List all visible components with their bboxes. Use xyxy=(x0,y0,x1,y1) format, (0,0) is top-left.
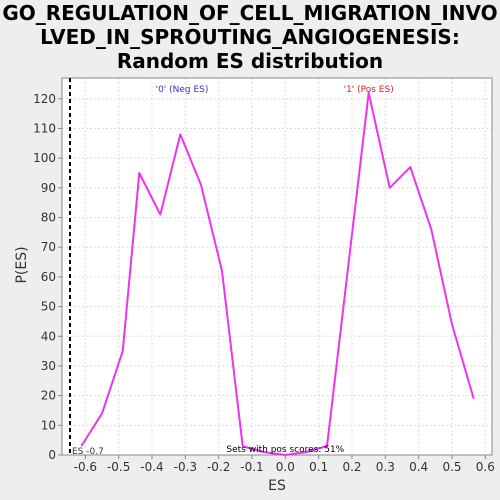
x-tick-label: 0.2 xyxy=(342,460,361,474)
x-tick-label: 0.1 xyxy=(309,460,328,474)
annotations: ES -0.7 '0' (Neg ES) '1' (Pos ES) Sets with… xyxy=(69,78,394,457)
series-layer xyxy=(80,91,475,456)
y-tick-label: 120 xyxy=(33,92,56,106)
y-tick-label: 70 xyxy=(41,240,56,254)
x-tick-label: -0.5 xyxy=(107,460,130,474)
y-tick-label: 110 xyxy=(33,121,56,135)
y-tick-label: 40 xyxy=(41,329,56,343)
y-tick-label: 100 xyxy=(33,151,56,165)
axes: 0 10 20 30 40 50 60 70 80 90 100 110 120 -0.6 -0.5 -0.4… xyxy=(33,77,495,474)
y-tick-label: 50 xyxy=(41,300,56,314)
x-tick-label: 0.3 xyxy=(376,460,395,474)
chart-title-line-3: Random ES distribution xyxy=(117,49,383,73)
x-tick-label: -0.1 xyxy=(240,460,263,474)
chart-title-line-2: LVED_IN_SPROUTING_ANGIOGENESIS: xyxy=(40,25,460,49)
y-tick-label: 60 xyxy=(41,270,56,284)
neg-es-label: '0' (Neg ES) xyxy=(156,85,209,95)
y-tick-label: 20 xyxy=(41,389,56,403)
pos-es-label: '1' (Pos ES) xyxy=(344,85,394,95)
x-tick-label: 0.5 xyxy=(442,460,461,474)
x-tick-label: 0.4 xyxy=(409,460,428,474)
y-tick-label: 90 xyxy=(41,181,56,195)
es-marker-label: ES -0.7 xyxy=(72,447,104,457)
y-axis-label: P(ES) xyxy=(14,246,30,283)
x-tick-label: -0.3 xyxy=(174,460,197,474)
y-tick-label: 30 xyxy=(41,359,56,373)
x-tick-label: -0.2 xyxy=(207,460,230,474)
plot-frame xyxy=(61,77,493,456)
x-tick-label: -0.4 xyxy=(140,460,163,474)
plot-area xyxy=(62,78,492,455)
y-tick-label: 10 xyxy=(41,418,56,432)
x-tick-label: -0.6 xyxy=(74,460,97,474)
y-tick-label: 80 xyxy=(41,211,56,225)
x-tick-label: 0.0 xyxy=(276,460,295,474)
x-tick-label: 0.6 xyxy=(476,460,495,474)
grid xyxy=(62,78,492,456)
chart-title-line-1: GO_REGULATION_OF_CELL_MIGRATION_INVO xyxy=(2,1,497,25)
x-axis-label: ES xyxy=(268,478,286,494)
y-tick-label: 0 xyxy=(48,448,56,462)
pos-scores-label: Sets with pos scores: 51% xyxy=(226,445,344,455)
series-line xyxy=(80,91,475,456)
